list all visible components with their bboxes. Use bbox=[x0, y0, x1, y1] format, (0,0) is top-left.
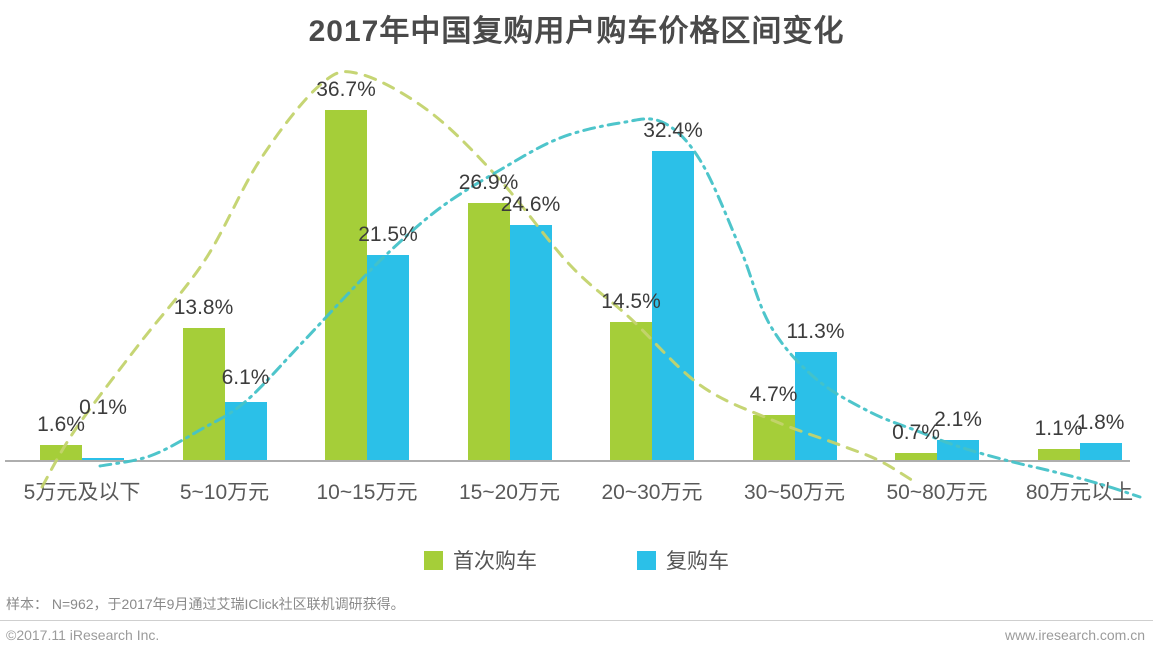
bar-first-purchase bbox=[895, 453, 937, 460]
data-label: 0.1% bbox=[79, 395, 127, 419]
data-label: 6.1% bbox=[221, 365, 270, 389]
legend-item-repurchase: 复购车 bbox=[637, 545, 729, 575]
x-axis-line bbox=[5, 460, 1130, 462]
legend: 首次购车 复购车 bbox=[0, 545, 1153, 575]
data-label: 2.1% bbox=[934, 407, 982, 431]
bar-repurchase bbox=[509, 225, 552, 460]
data-label: 21.5% bbox=[358, 222, 418, 246]
bar-first-purchase bbox=[610, 321, 652, 460]
bar-first-purchase bbox=[325, 109, 367, 460]
first-purchase-swatch-icon bbox=[424, 550, 443, 570]
bar-first-purchase bbox=[752, 415, 795, 460]
data-label: 11.3% bbox=[786, 320, 845, 344]
data-label: 1.8% bbox=[1076, 410, 1125, 434]
data-label: 36.7% bbox=[316, 77, 376, 101]
bar-first-purchase bbox=[182, 328, 225, 460]
bar-first-purchase bbox=[467, 203, 510, 460]
website-link[interactable]: www.iresearch.com.cn bbox=[1004, 627, 1145, 643]
legend-label-repurchase: 复购车 bbox=[666, 550, 729, 573]
page-title: 2017年中国复购用户购车价格区间变化 bbox=[308, 15, 845, 48]
data-label: 14.5% bbox=[601, 289, 661, 313]
bar-repurchase bbox=[1079, 442, 1122, 460]
data-label: 4.7% bbox=[749, 383, 798, 407]
bar-first-purchase bbox=[1037, 449, 1080, 460]
sample-note: 样本： N=962，于2017年9月通过艾瑞IClick社区联机调研获得。 bbox=[6, 596, 405, 612]
legend-label-first-purchase: 首次购车 bbox=[453, 550, 537, 573]
data-label: 32.4% bbox=[643, 118, 703, 142]
data-label: 13.8% bbox=[173, 296, 234, 320]
bar-first-purchase bbox=[40, 444, 82, 460]
data-label: 24.6% bbox=[500, 193, 561, 217]
x-axis-category-label: 80万元以上 bbox=[1025, 481, 1134, 504]
repurchase-swatch-icon bbox=[637, 550, 656, 570]
footer-divider bbox=[0, 620, 1153, 621]
bar-repurchase bbox=[224, 401, 267, 460]
copyright-text: ©2017.11 iResearch Inc. bbox=[6, 627, 160, 643]
legend-item-first-purchase: 首次购车 bbox=[424, 545, 537, 575]
bar-repurchase bbox=[367, 254, 409, 460]
data-label: 26.9% bbox=[458, 171, 519, 195]
